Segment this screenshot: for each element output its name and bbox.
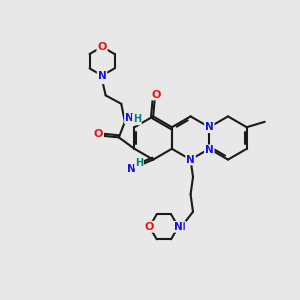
Text: H: H: [133, 114, 141, 124]
Text: N: N: [186, 154, 195, 165]
Text: N: N: [98, 70, 106, 81]
Text: O: O: [98, 42, 107, 52]
Text: N: N: [205, 145, 214, 155]
Text: O: O: [94, 129, 103, 140]
Text: O: O: [152, 89, 161, 100]
Text: N: N: [98, 73, 106, 83]
Text: H: H: [135, 158, 143, 168]
Text: N: N: [125, 113, 134, 123]
Text: N: N: [205, 122, 214, 132]
Text: O: O: [145, 222, 154, 232]
Text: N: N: [177, 222, 185, 232]
Text: N: N: [127, 164, 135, 174]
Text: N: N: [174, 222, 183, 232]
